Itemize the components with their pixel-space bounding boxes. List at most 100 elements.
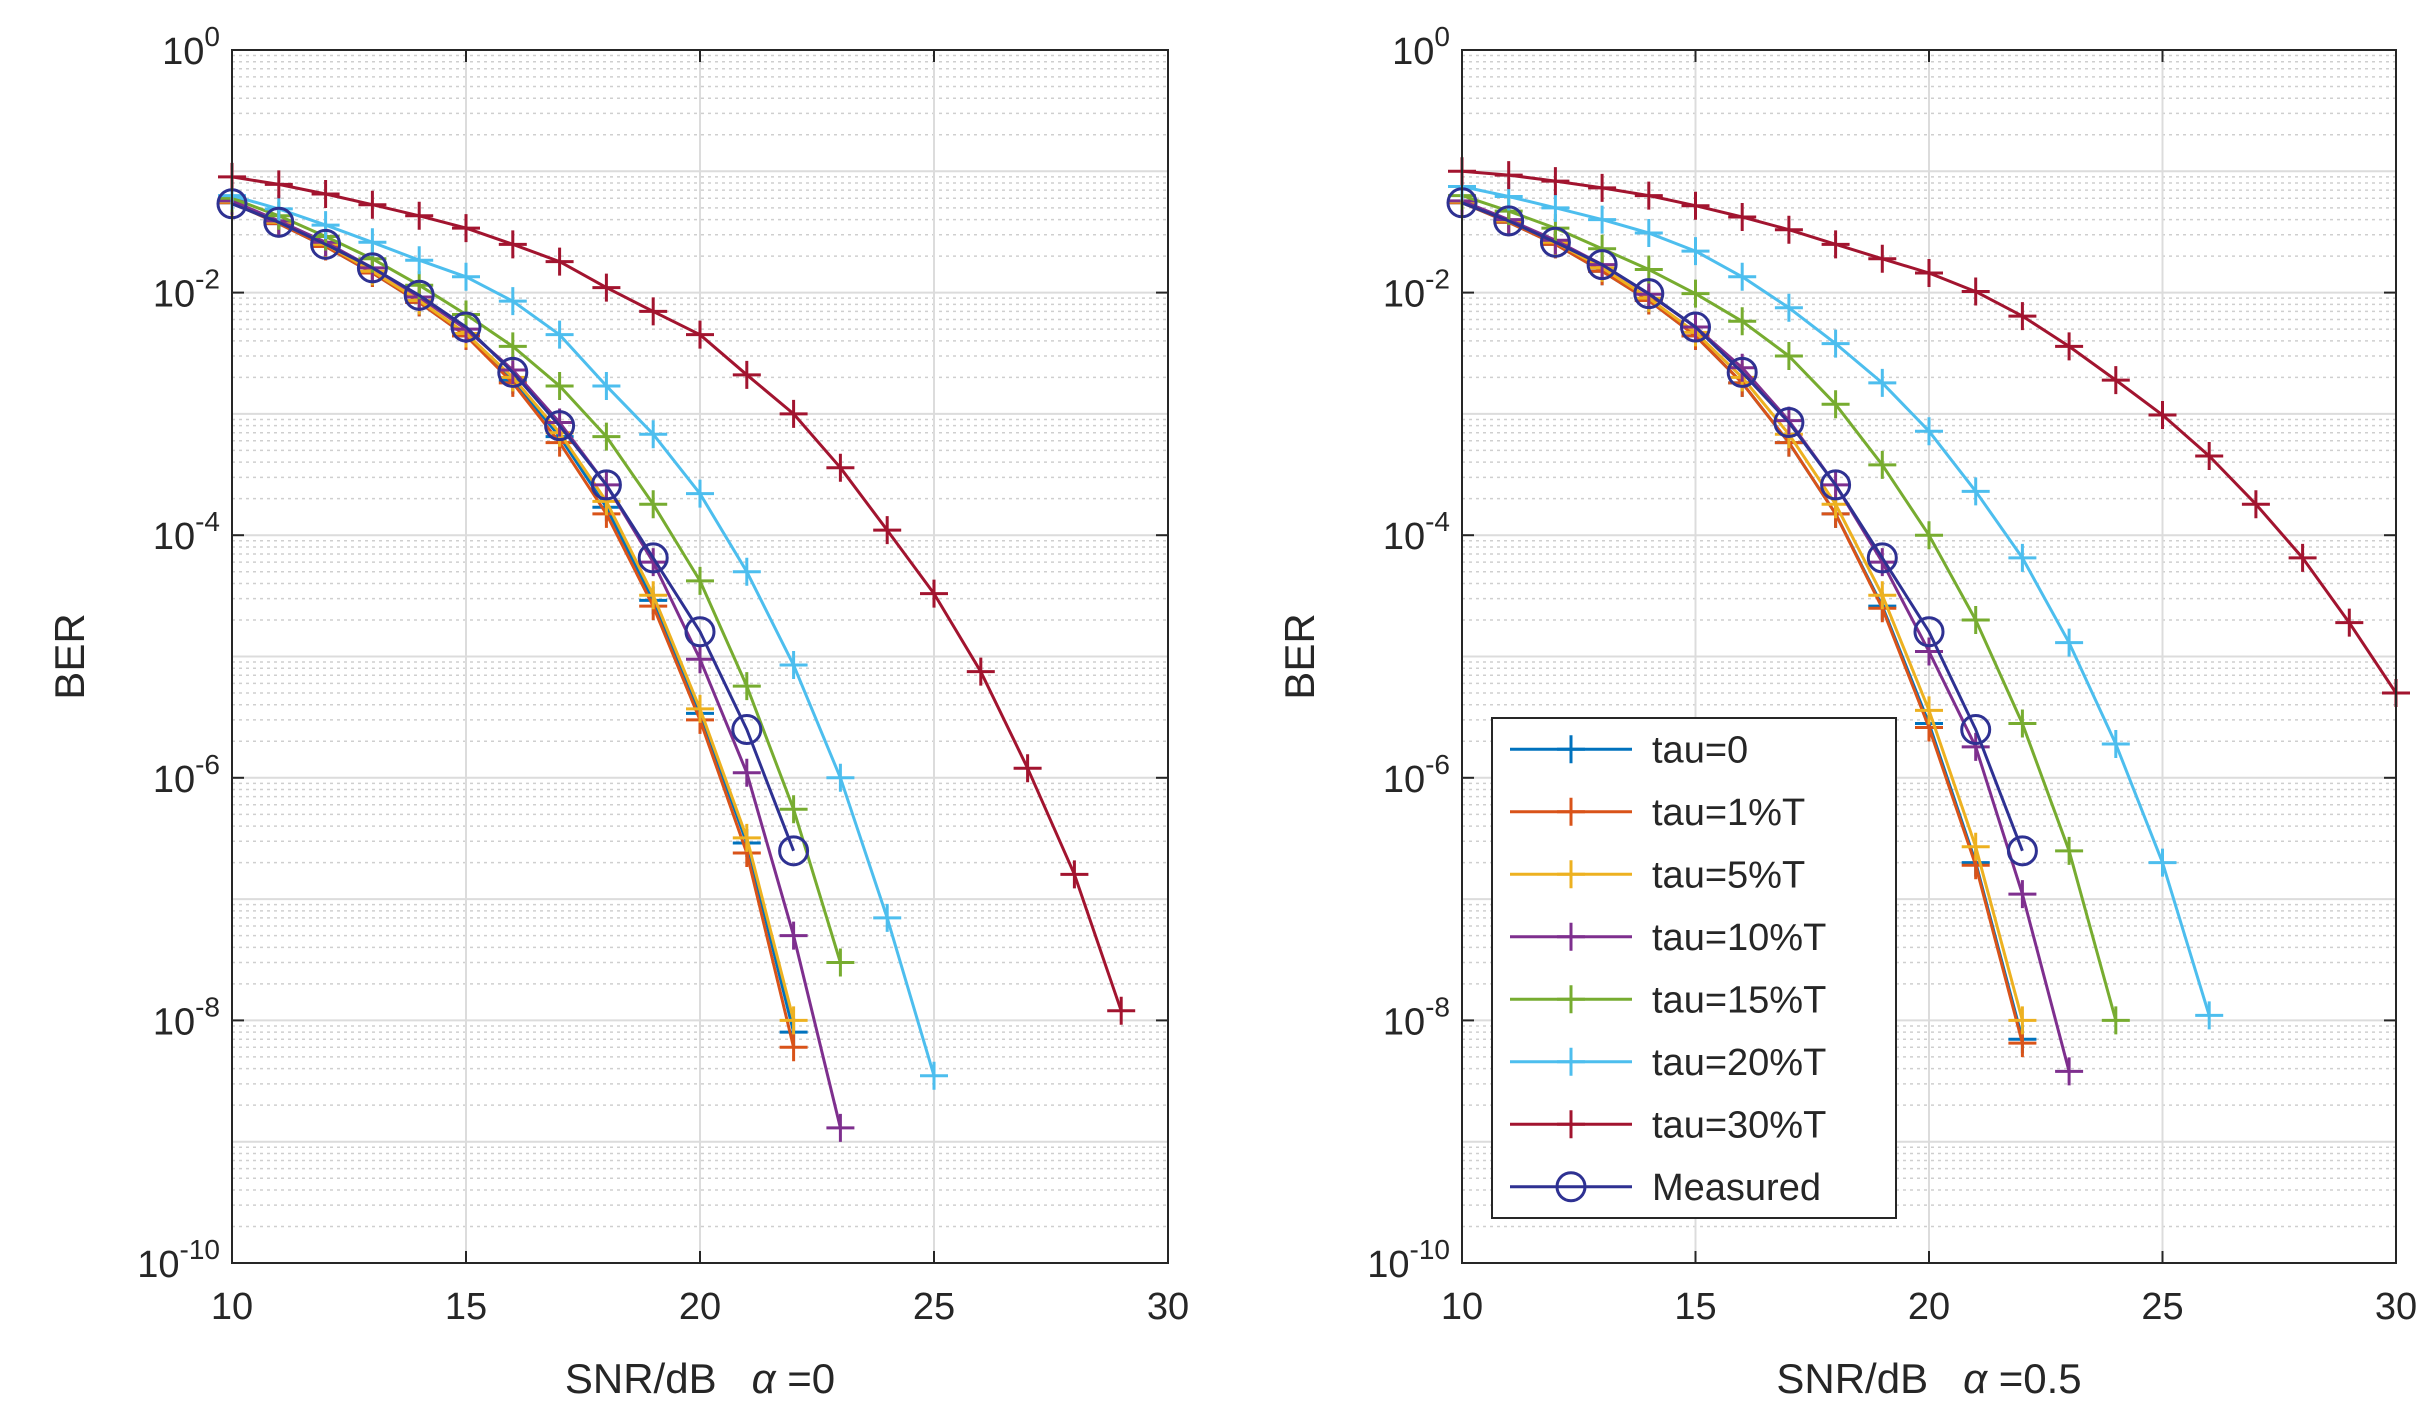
data-point-marker <box>498 287 527 316</box>
y-tick-label: 10-2 <box>1383 264 1450 316</box>
data-point-marker <box>779 399 808 428</box>
legend-marker <box>1557 735 1585 764</box>
x-axis-label: SNR/dB α =0 <box>565 1355 835 1402</box>
data-point-marker <box>778 835 810 867</box>
data-point-marker <box>1493 205 1525 237</box>
data-point-marker <box>592 273 621 302</box>
data-point-marker <box>1541 167 1570 196</box>
y-tick-label: 10-6 <box>1383 749 1450 801</box>
legend-marker <box>1557 1047 1585 1076</box>
data-point-marker <box>1013 754 1042 783</box>
data-point-marker <box>732 360 761 389</box>
data-point-marker <box>2288 543 2317 572</box>
data-point-marker <box>1821 390 1850 419</box>
data-point-marker <box>826 453 855 482</box>
data-point-marker <box>1726 356 1758 388</box>
legend-entry: tau=10%T <box>1510 917 1826 959</box>
data-point-marker <box>1494 161 1523 190</box>
data-point-marker <box>497 356 529 388</box>
data-point-marker <box>590 469 622 501</box>
y-tick-label: 10-2 <box>153 264 220 316</box>
data-point-marker <box>1774 215 1803 244</box>
data-point-marker <box>920 579 948 608</box>
data-point-marker <box>1634 218 1663 247</box>
legend-marker <box>1557 797 1585 826</box>
data-point-marker <box>639 420 668 449</box>
data-point-marker <box>311 211 340 240</box>
data-point-marker <box>1915 417 1943 446</box>
data-point-marker <box>405 246 434 275</box>
data-point-marker <box>779 651 808 680</box>
minor-grid <box>232 54 1168 1228</box>
data-point-marker <box>545 371 574 400</box>
x-tick-label: 10 <box>1441 1286 1483 1328</box>
data-point-marker <box>2335 608 2364 637</box>
data-point-marker <box>263 206 295 238</box>
legend-entry: tau=30%T <box>1510 1104 1826 1146</box>
data-point-marker <box>592 371 621 400</box>
data-point-marker <box>1728 262 1757 291</box>
y-tick-label: 10-8 <box>153 991 220 1043</box>
data-point-marker <box>1588 234 1617 263</box>
data-point-marker <box>1681 237 1710 266</box>
data-point-marker <box>1728 307 1757 336</box>
x-tick-label: 25 <box>913 1286 955 1328</box>
data-point-marker <box>2195 441 2224 470</box>
legend-entry: Measured <box>1510 1167 1821 1209</box>
data-point-marker <box>2006 835 2038 867</box>
data-point-marker <box>403 279 435 311</box>
data-point-marker <box>1060 860 1089 889</box>
data-point-marker <box>779 1006 808 1035</box>
data-point-marker <box>686 694 714 723</box>
series-line <box>231 196 842 963</box>
data-point-marker <box>1107 996 1136 1025</box>
y-tick-label: 100 <box>162 21 220 73</box>
data-point-marker <box>2008 543 2037 572</box>
legend-label: tau=15%T <box>1652 979 1826 1021</box>
data-point-marker <box>639 490 668 519</box>
data-point-marker <box>545 320 574 349</box>
data-point-marker <box>1634 181 1663 210</box>
data-point-marker <box>637 542 669 574</box>
series-tau=30%T <box>1448 157 2410 708</box>
y-tick-label: 10-10 <box>137 1234 220 1286</box>
data-point-marker <box>1961 732 1990 761</box>
data-point-marker <box>779 1033 808 1062</box>
data-point-marker <box>1961 832 1990 861</box>
data-point-marker <box>2055 1057 2084 1086</box>
legend-label: tau=1%T <box>1652 792 1805 834</box>
legend-entry: tau=20%T <box>1510 1042 1826 1084</box>
series-tau=20%T <box>1448 172 2224 1030</box>
chart-panel-1: 10 15 20 25 30 100 10-2 10-4 10-6 10-8 10-10 SNR/dB… <box>46 21 1189 1402</box>
y-tick-label: 10-4 <box>1383 506 1450 558</box>
legend-box <box>1491 717 1897 1219</box>
y-tick-label: 10-10 <box>1367 1234 1450 1286</box>
data-point-marker <box>732 557 761 586</box>
series-group <box>216 162 1136 1142</box>
data-point-marker <box>732 758 761 787</box>
data-point-marker <box>1915 521 1943 550</box>
data-point-marker <box>1915 259 1943 288</box>
data-point-marker <box>826 1113 855 1142</box>
x-tick-label: 15 <box>445 1286 487 1328</box>
x-tick-label: 10 <box>211 1286 253 1328</box>
data-point-marker <box>1680 311 1711 343</box>
data-point-marker <box>2008 880 2037 909</box>
data-point-marker <box>592 422 621 451</box>
data-point-marker <box>1773 406 1805 438</box>
data-point-marker <box>358 228 387 257</box>
series-line <box>231 175 1123 1012</box>
data-point-marker <box>2055 836 2084 865</box>
data-point-marker <box>826 948 855 977</box>
data-point-marker <box>1774 342 1803 371</box>
data-point-marker <box>1541 193 1570 222</box>
data-point-marker <box>686 479 714 508</box>
data-point-marker <box>1681 279 1710 308</box>
data-point-marker <box>450 311 482 343</box>
series-line <box>231 202 795 852</box>
data-point-marker <box>2241 490 2270 519</box>
y-axis-label: BER <box>1276 613 1323 699</box>
legend-marker <box>1557 1110 1585 1139</box>
x-tick-label: 15 <box>1674 1286 1716 1328</box>
